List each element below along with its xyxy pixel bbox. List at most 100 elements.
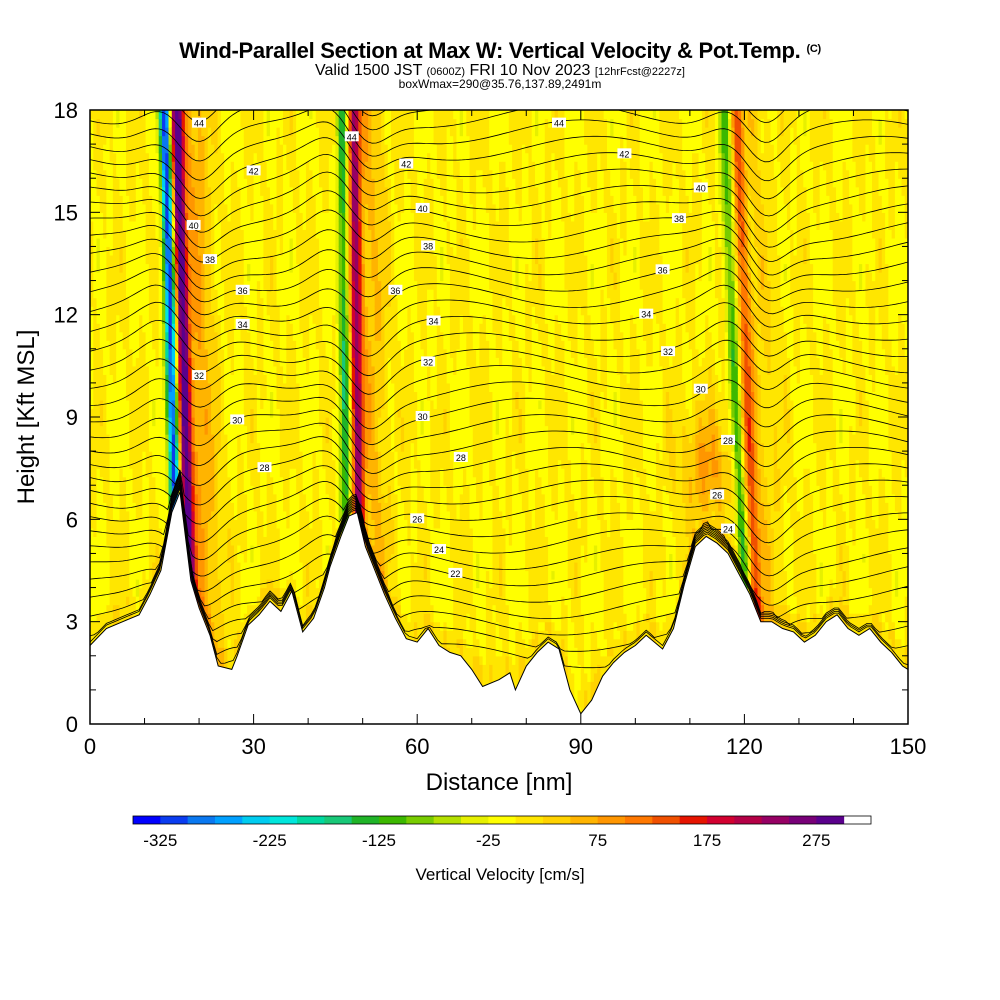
theta-contour-line <box>90 476 908 577</box>
contour-label-text: 32 <box>663 347 673 357</box>
contour-label: 24 <box>432 544 447 555</box>
colorbar-swatch <box>625 816 653 824</box>
contour-label-bg <box>721 434 736 445</box>
colorbar-swatch <box>215 816 243 824</box>
colorbar-swatch <box>433 816 462 824</box>
colorbar-swatch <box>160 816 189 824</box>
theta-contour-line <box>90 209 908 263</box>
colorbar-swatch <box>187 816 216 824</box>
colorbar-frame <box>132 815 872 825</box>
colorbar-swatch <box>324 816 353 824</box>
theta-contour-line <box>90 436 908 488</box>
colorbar-swatch <box>679 816 708 824</box>
theta-contour-line <box>90 137 908 200</box>
y-tick-label: 3 <box>66 610 78 635</box>
chart-title: Wind-Parallel Section at Max W: Vertical… <box>0 38 1000 64</box>
contour-label: 32 <box>661 346 676 357</box>
theta-contour-line <box>90 153 908 217</box>
contour-label-text: 34 <box>641 310 651 320</box>
x-tick-label: 60 <box>405 734 429 759</box>
contour-label: 34 <box>426 315 441 326</box>
x-tick-label: 0 <box>84 734 96 759</box>
contour-label-text: 44 <box>554 119 564 129</box>
contour-label-text: 42 <box>249 166 259 176</box>
colorbar-tick-label: 275 <box>802 831 830 850</box>
contour-label-text: 40 <box>696 183 706 193</box>
contour-label: 42 <box>399 158 414 170</box>
contour-label-bg <box>710 489 725 500</box>
theta-contour-line <box>90 224 908 277</box>
theta-contour-line <box>90 301 908 357</box>
contour-label-text: 38 <box>205 255 215 265</box>
contour-label-bg <box>246 165 261 176</box>
contour-label-text: 44 <box>194 119 204 129</box>
y-tick-label: 15 <box>54 200 78 225</box>
contour-label: 28 <box>721 434 736 446</box>
theta-contour-line <box>90 110 908 144</box>
copyright-mark: (C) <box>806 43 821 55</box>
colorbar-tick-label: 175 <box>693 831 721 850</box>
contour-label-text: 28 <box>456 453 466 463</box>
y-tick-label: 6 <box>66 507 78 532</box>
theta-contour-line <box>90 252 908 303</box>
contour-label-bg <box>230 414 245 425</box>
contour-label-text: 30 <box>418 412 428 422</box>
contour-label-text: 42 <box>401 160 411 170</box>
contour-label-text: 24 <box>434 545 444 555</box>
contour-label: 36 <box>655 264 670 275</box>
colorbar-swatch <box>597 816 626 824</box>
contour-label-text: 24 <box>723 525 733 535</box>
theta-contour-line <box>90 409 908 461</box>
contour-label-bg <box>257 462 272 473</box>
theta-contour-line <box>90 478 908 592</box>
colorbar-swatch <box>297 816 325 824</box>
contour-label: 30 <box>415 411 430 422</box>
colorbar-swatch <box>816 816 845 824</box>
contour-label-bg <box>186 219 201 230</box>
contour-label: 36 <box>388 284 403 296</box>
colorbar-swatch <box>652 816 681 824</box>
theta-contour-line <box>181 110 786 131</box>
colorbar-tick-label: -325 <box>143 831 177 850</box>
colorbar-swatch <box>269 816 298 824</box>
contour-label-text: 32 <box>423 357 433 367</box>
y-tick-label: 0 <box>66 712 78 737</box>
contour-label-bg <box>421 356 436 367</box>
contour-label: 38 <box>421 240 436 251</box>
theta-contour-line <box>90 319 908 377</box>
contour-label: 26 <box>410 513 425 524</box>
contour-label: 44 <box>192 117 207 129</box>
forecast-info: [12hrFcst@2227z] <box>594 66 685 78</box>
contour-label-text: 44 <box>347 132 357 142</box>
y-axis-title: Height [Kft MSL] <box>13 330 40 505</box>
theta-contour-line <box>90 378 908 430</box>
valid-zulu: (0600Z) <box>426 66 466 78</box>
valid-date: FRI 10 Nov 2023 <box>469 62 591 79</box>
theta-contour-line <box>90 284 908 337</box>
theta-contour-line <box>90 481 908 620</box>
contour-label: 38 <box>202 254 217 265</box>
theta-contour-line <box>90 450 908 507</box>
contour-label: 28 <box>257 462 272 473</box>
contour-label-bg <box>415 411 430 421</box>
contour-label-bg <box>448 567 463 578</box>
theta-contour-line <box>90 465 908 526</box>
contour-label: 42 <box>246 165 261 176</box>
colorbar-swatch <box>379 816 407 824</box>
contour-label: 38 <box>671 213 686 224</box>
contour-label: 40 <box>693 182 708 193</box>
contour-label-text: 28 <box>723 436 733 446</box>
contour-label-bg <box>432 544 447 555</box>
contour-label-bg <box>235 284 250 295</box>
theta-contours <box>90 110 908 669</box>
contour-label: 34 <box>235 318 250 330</box>
theta-contour-line <box>90 358 908 413</box>
contour-label-text: 40 <box>189 221 199 231</box>
contour-label-bg <box>693 182 708 193</box>
contour-label-bg <box>551 117 566 128</box>
x-axis-title: Distance [nm] <box>426 769 573 796</box>
contour-label: 44 <box>344 131 359 142</box>
colorbar-swatch <box>133 816 161 824</box>
colorbar-title: Vertical Velocity [cm/s] <box>415 865 584 884</box>
